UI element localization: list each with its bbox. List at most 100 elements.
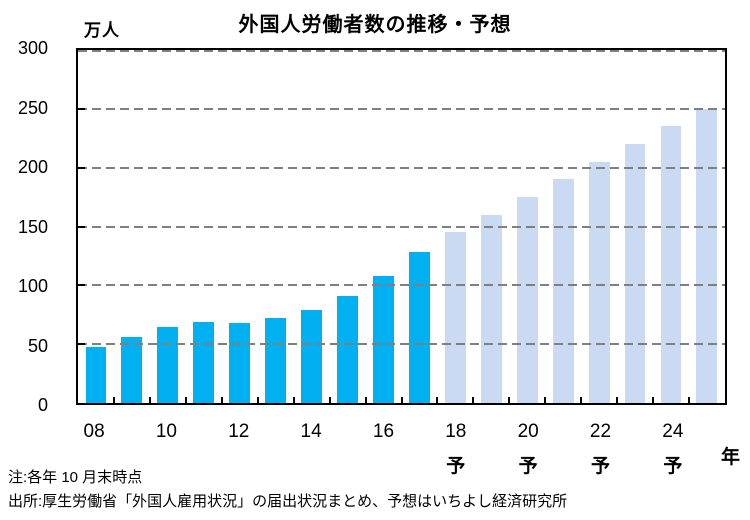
x-tick-label-2025	[691, 421, 727, 444]
bar-slot-2023	[617, 50, 653, 403]
y-axis-unit-label: 万人	[84, 21, 120, 40]
x-tick-label-2008: 08	[83, 421, 105, 442]
actual-bar-2013	[265, 318, 287, 403]
bar-slot-2017	[401, 50, 437, 403]
forecast-mark-empty	[619, 456, 655, 479]
forecast-mark-empty	[221, 456, 257, 479]
x-tick-label-2011	[185, 421, 221, 444]
forecast-bar-2023	[624, 144, 646, 403]
x-tick-label-2016: 16	[372, 421, 395, 442]
actual-bar-2008	[85, 346, 107, 403]
forecast-mark-empty	[185, 456, 221, 479]
bar-slot-2021	[545, 50, 581, 403]
x-tick	[652, 397, 655, 403]
x-tick	[580, 397, 583, 403]
x-tick-label-2019	[474, 421, 510, 444]
x-tick-label-2013	[257, 421, 293, 444]
x-tick	[292, 397, 295, 403]
x-tick-label-2010: 10	[155, 421, 177, 442]
gridline-300	[78, 50, 725, 52]
forecast-bar-2020	[516, 197, 538, 403]
note-asof: 注:各年 10 月末時点	[8, 469, 143, 486]
actual-bar-2009	[121, 337, 143, 403]
x-tick-label-2012: 12	[228, 421, 250, 442]
y-tick-label-150: 150	[17, 216, 48, 237]
bar-slot-2025	[689, 50, 725, 403]
plot-area	[76, 48, 727, 405]
forecast-mark-2024: 予	[663, 456, 683, 477]
actual-bar-2011	[193, 321, 215, 403]
x-tick-label-2017	[402, 421, 438, 444]
x-tick	[364, 397, 367, 403]
x-tick	[328, 397, 331, 403]
x-tick	[544, 397, 547, 403]
forecast-mark-2018: 予	[446, 456, 466, 477]
bar-slot-2009	[114, 50, 150, 403]
bar-series	[78, 50, 725, 403]
forecast-mark-empty	[293, 456, 329, 479]
forecast-marks-row: 予予予予	[76, 456, 727, 479]
forecast-mark-empty	[474, 456, 510, 479]
y-tick	[78, 284, 85, 287]
x-tick	[472, 397, 475, 403]
bar-slot-2014	[294, 50, 330, 403]
x-tick-label-2024: 24	[662, 421, 684, 442]
x-axis-year-label: 年	[720, 447, 740, 468]
bar-slot-2022	[581, 50, 617, 403]
gridline-150	[78, 225, 725, 228]
y-tick-label-300: 300	[17, 38, 48, 58]
forecast-mark-empty	[148, 456, 184, 479]
actual-bar-2016	[373, 275, 394, 403]
bar-slot-2015	[330, 50, 366, 403]
bar-slot-2010	[150, 50, 186, 403]
forecast-mark-empty	[402, 456, 438, 479]
y-tick	[78, 166, 85, 169]
forecast-bar-2022	[588, 161, 610, 403]
bar-slot-2012	[222, 50, 258, 403]
x-tick	[400, 397, 403, 403]
x-tick	[508, 397, 511, 403]
bar-slot-2013	[258, 50, 294, 403]
forecast-bar-2025	[696, 108, 718, 403]
y-tick	[78, 225, 85, 228]
x-tick	[256, 397, 259, 403]
gridline-50	[78, 343, 725, 346]
x-tick-label-2023	[619, 421, 655, 444]
x-tick-label-2022: 22	[589, 421, 612, 442]
y-tick-label-0: 0	[37, 395, 48, 415]
forecast-mark-empty	[365, 456, 401, 479]
y-tick-label-200: 200	[17, 157, 48, 177]
gridline-100	[78, 284, 725, 287]
note-source: 出所:厚生労働省「外国人雇用状況」の届出状況まとめ、予想はいちよし経済研究所	[8, 493, 568, 510]
y-tick	[78, 107, 85, 110]
x-tick	[220, 397, 223, 403]
forecast-bar-2018	[444, 232, 466, 403]
forecast-mark-empty	[329, 456, 365, 479]
x-axis-labels: 08 10 12 14 16 18 20 22 24	[76, 421, 727, 444]
y-tick	[78, 343, 85, 346]
bar-slot-2016	[366, 50, 402, 403]
bar-slot-2019	[473, 50, 509, 403]
x-tick	[112, 397, 115, 403]
x-tick-label-2015	[329, 421, 365, 444]
forecast-mark-2022: 予	[590, 456, 610, 477]
forecast-bar-2019	[480, 214, 502, 403]
actual-bar-2010	[157, 326, 179, 403]
bar-slot-2018	[437, 50, 473, 403]
x-tick	[616, 397, 619, 403]
gridline-200	[78, 166, 725, 169]
y-tick-label-250: 250	[17, 97, 48, 118]
gridline-250	[78, 107, 725, 110]
x-tick-label-2020: 20	[517, 421, 539, 442]
x-tick-label-2021	[546, 421, 582, 444]
y-tick-label-100: 100	[17, 276, 48, 296]
bar-slot-2008	[78, 50, 114, 403]
x-tick-label-2014: 14	[300, 421, 322, 442]
y-tick-label-50: 50	[27, 335, 48, 356]
forecast-mark-empty	[546, 456, 582, 479]
forecast-bar-2021	[552, 179, 574, 403]
x-tick-label-2009	[112, 421, 148, 444]
actual-bar-2014	[301, 310, 323, 403]
actual-bar-2015	[337, 295, 358, 403]
